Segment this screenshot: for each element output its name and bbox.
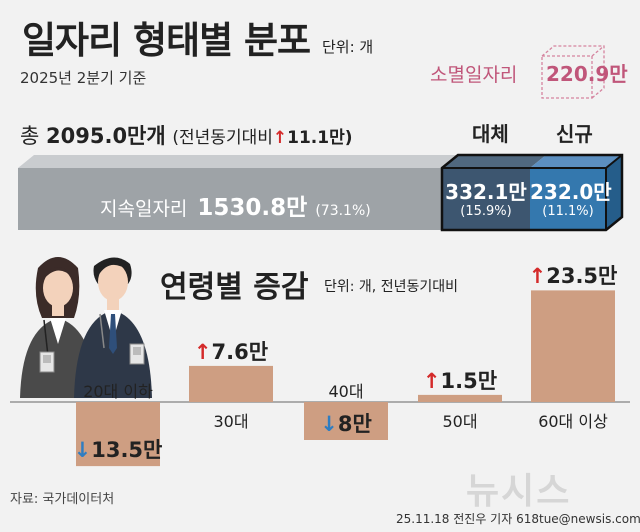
total-yoy-label: (전년동기대비 <box>172 128 273 148</box>
persistent-label: 지속일자리 <box>100 198 188 220</box>
persistent-segment-top <box>18 155 458 168</box>
new-segment <box>530 168 606 230</box>
up-arrow-icon: ↑ <box>528 264 547 289</box>
subtitle: 2025년 2분기 기준 <box>20 69 147 87</box>
newsis-watermark: 뉴시스 <box>466 471 572 512</box>
new-header-label: 신규 <box>556 122 593 146</box>
new-value: 232.0만 <box>530 180 612 204</box>
total-yoy-value: 11.1만) <box>287 128 353 148</box>
office-workers-illustration <box>20 257 152 398</box>
extinct-jobs-box <box>541 45 605 99</box>
age-bar-1 <box>189 365 273 402</box>
age-category-label: 50대 <box>442 412 478 431</box>
age-chart-title: 연령별 증감 <box>160 270 309 305</box>
up-arrow-icon: ↑ <box>272 128 288 148</box>
source-note: 자료: 국가데이터처 <box>10 492 115 507</box>
age-category-label: 40대 <box>328 382 364 401</box>
age-value-label: ↓8만 <box>286 408 406 438</box>
age-chart-unit: 단위: 개, 전년동기대비 <box>324 279 458 295</box>
age-value-text: 8만 <box>337 412 372 436</box>
replacement-segment <box>442 168 530 230</box>
age-value-label: ↑1.5만 <box>400 365 520 395</box>
age-value-text: 7.6만 <box>211 339 269 364</box>
persistent-value: 1530.8만 <box>197 195 308 221</box>
extinct-jobs-label: 소멸일자리 <box>430 64 518 86</box>
replacement-header-label: 대체 <box>472 122 509 146</box>
age-category-label: 30대 <box>213 412 249 431</box>
persistent-text: 지속일자리 1530.8만 (73.1%) <box>100 188 371 222</box>
age-bar-4 <box>531 290 615 402</box>
down-arrow-icon: ↓ <box>320 412 338 436</box>
total-summary: 총 2095.0만개 (전년동기대비↑11.1만) <box>20 120 352 150</box>
age-value-text: 1.5만 <box>440 368 498 393</box>
age-bar-3 <box>418 394 502 402</box>
unit-label: 단위: 개 <box>322 38 374 56</box>
page-title: 일자리 형태별 분포 <box>22 19 311 62</box>
up-arrow-icon: ↑ <box>193 339 212 364</box>
persistent-pct: (73.1%) <box>315 203 371 219</box>
extinct-jobs-value: 220.9만 <box>546 62 628 86</box>
new-pct: (11.1%) <box>542 204 594 219</box>
total-prefix: 총 <box>20 124 40 148</box>
replacement-value: 332.1만 <box>445 180 527 204</box>
total-value: 2095.0만개 <box>46 124 166 148</box>
age-category-label: 60대 이상 <box>538 412 608 431</box>
age-value-text: 13.5만 <box>91 438 163 463</box>
age-value-label: ↑23.5만 <box>513 260 633 290</box>
down-arrow-icon: ↓ <box>73 438 92 463</box>
replacement-pct: (15.9%) <box>460 204 512 219</box>
persistent-segment <box>18 168 442 230</box>
credit-line: 25.11.18 전진우 기자 618tue@newsis.com <box>396 512 640 526</box>
age-value-label: ↑7.6만 <box>171 336 291 366</box>
bar-side <box>606 155 622 230</box>
up-arrow-icon: ↑ <box>422 368 441 393</box>
age-value-text: 23.5만 <box>546 264 618 289</box>
age-value-label: ↓13.5만 <box>58 434 178 464</box>
job-breakdown-bar <box>18 153 624 232</box>
age-category-label: 20대 이하 <box>83 382 153 401</box>
